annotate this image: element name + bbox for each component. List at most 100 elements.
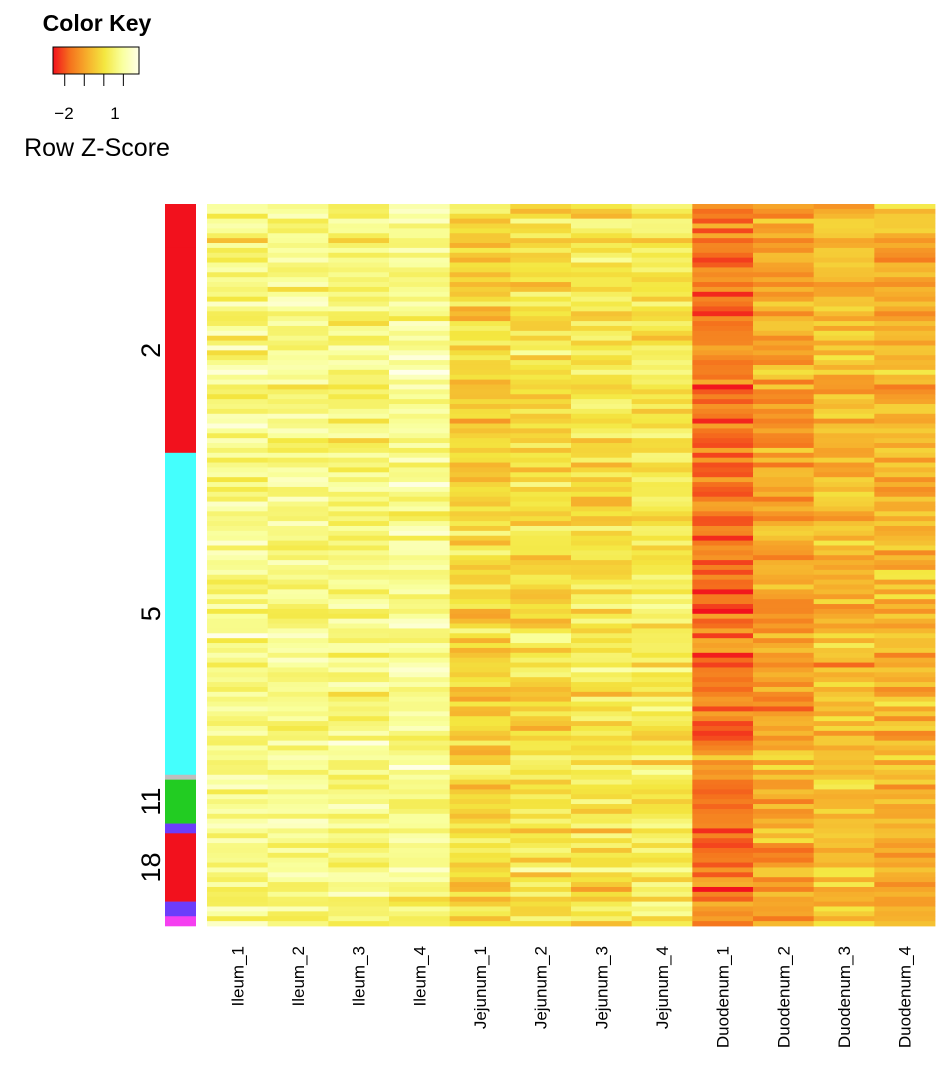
heatmap-cell — [813, 735, 875, 742]
heatmap-cell — [389, 672, 451, 678]
heatmap-cell — [813, 394, 875, 400]
heatmap-cell — [571, 291, 633, 298]
heatmap-cell — [449, 525, 511, 532]
heatmap-cell — [813, 872, 875, 878]
heatmap-cell — [207, 872, 269, 878]
heatmap-cell — [631, 750, 693, 756]
heatmap-cell — [753, 906, 815, 912]
heatmap-cell — [389, 657, 451, 663]
heatmap-cell — [207, 755, 269, 761]
heatmap-cell — [449, 218, 511, 224]
heatmap-cell — [267, 374, 329, 381]
heatmap-cell — [328, 774, 390, 781]
heatmap-cell — [631, 267, 693, 273]
heatmap-cell — [510, 340, 572, 346]
heatmap-cell — [874, 379, 936, 385]
heatmap-cell — [389, 560, 451, 566]
heatmap-cell — [631, 477, 693, 483]
heatmap-cell — [813, 667, 875, 673]
row-cluster-segment — [165, 452, 196, 776]
heatmap-cell — [267, 486, 329, 493]
heatmap-cell — [631, 467, 693, 473]
heatmap-cell — [631, 579, 693, 585]
heatmap-cell — [692, 311, 754, 317]
heatmap-cell — [753, 204, 815, 210]
heatmap-cell — [389, 540, 451, 546]
heatmap-cell — [510, 604, 572, 610]
heatmap-cell — [692, 394, 754, 400]
heatmap-cell — [631, 228, 693, 234]
heatmap-cell — [874, 335, 936, 341]
heatmap-cell — [449, 725, 511, 732]
heatmap-cell — [207, 477, 269, 483]
heatmap-cell — [389, 828, 451, 834]
heatmap-cell — [571, 321, 633, 327]
heatmap-cell — [874, 906, 936, 912]
heatmap-cell — [692, 662, 754, 668]
heatmap-cell — [813, 701, 875, 707]
heatmap-cell — [571, 643, 633, 649]
heatmap-cell — [753, 599, 815, 605]
heatmap-cell — [571, 857, 633, 863]
heatmap-cell — [874, 755, 936, 761]
heatmap-cell — [267, 511, 329, 517]
heatmap-cell — [571, 901, 633, 907]
heatmap-cell — [631, 701, 693, 707]
heatmap-cell — [449, 408, 511, 415]
heatmap-cell — [571, 735, 633, 742]
heatmap-cell — [328, 725, 390, 732]
heatmap-cell — [267, 740, 329, 746]
heatmap-cell — [813, 901, 875, 907]
heatmap-cell — [207, 262, 269, 268]
heatmap-cell — [571, 535, 633, 542]
heatmap-cell — [510, 760, 572, 766]
heatmap-cell — [267, 218, 329, 224]
row-cluster-label: 2 — [136, 343, 166, 358]
heatmap-cell — [207, 306, 269, 312]
heatmap-cell — [328, 857, 390, 863]
heatmap-cell — [449, 472, 511, 478]
heatmap-cell — [449, 906, 511, 912]
heatmap-cell — [207, 208, 269, 215]
heatmap-cell — [389, 296, 451, 302]
heatmap-cell — [510, 350, 572, 356]
heatmap-cell — [267, 267, 329, 273]
heatmap-cell — [449, 282, 511, 288]
heatmap-cell — [753, 877, 815, 883]
heatmap-cell — [571, 896, 633, 903]
heatmap-cell — [449, 457, 511, 463]
heatmap-cell — [389, 818, 451, 824]
heatmap-cell — [328, 701, 390, 707]
heatmap-cell — [813, 843, 875, 849]
column-label: Jejunum_4 — [653, 946, 672, 1029]
heatmap-cell — [874, 804, 936, 810]
heatmap-cell — [449, 594, 511, 600]
heatmap-cell — [874, 384, 936, 390]
heatmap-cell — [571, 794, 633, 800]
heatmap-cell — [328, 765, 390, 771]
heatmap-cell — [449, 682, 511, 688]
heatmap-cell — [510, 852, 572, 859]
column-label: Ileum_3 — [350, 946, 369, 1006]
heatmap-cell — [571, 886, 633, 893]
heatmap-cell — [631, 647, 693, 654]
heatmap-cell — [813, 345, 875, 351]
heatmap-cell — [631, 208, 693, 215]
heatmap-cell — [207, 443, 269, 449]
heatmap-cell — [571, 521, 633, 527]
heatmap-cell — [267, 677, 329, 683]
heatmap-cell — [571, 423, 633, 429]
heatmap-cell — [753, 521, 815, 527]
heatmap-cell — [753, 891, 815, 898]
heatmap-cell — [449, 843, 511, 849]
heatmap-cell — [692, 877, 754, 883]
heatmap-cell — [510, 628, 572, 634]
row-cluster-label: 11 — [136, 788, 166, 816]
heatmap-cell — [631, 833, 693, 839]
heatmap-cell — [571, 647, 633, 654]
heatmap-cell — [631, 886, 693, 893]
heatmap-cell — [389, 325, 451, 332]
heatmap-cell — [510, 896, 572, 903]
heatmap-cell — [267, 872, 329, 878]
heatmap-cell — [571, 565, 633, 571]
